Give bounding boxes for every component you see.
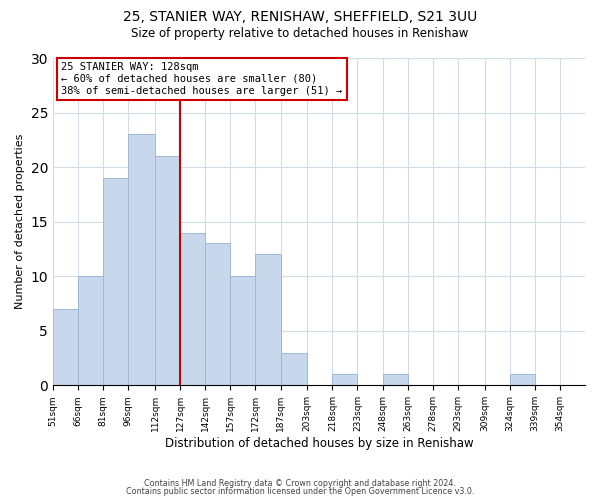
Bar [281,352,307,386]
Text: 25, STANIER WAY, RENISHAW, SHEFFIELD, S21 3UU: 25, STANIER WAY, RENISHAW, SHEFFIELD, S2… [123,10,477,24]
Bar [256,254,281,386]
Bar [78,276,103,386]
Bar [53,309,78,386]
Bar [383,374,407,386]
Bar [103,178,128,386]
Bar [332,374,358,386]
X-axis label: Distribution of detached houses by size in Renishaw: Distribution of detached houses by size … [165,437,473,450]
Text: 25 STANIER WAY: 128sqm
← 60% of detached houses are smaller (80)
38% of semi-det: 25 STANIER WAY: 128sqm ← 60% of detached… [61,62,343,96]
Bar [205,244,230,386]
Text: Size of property relative to detached houses in Renishaw: Size of property relative to detached ho… [131,28,469,40]
Bar [180,232,205,386]
Text: Contains public sector information licensed under the Open Government Licence v3: Contains public sector information licen… [126,487,474,496]
Bar [230,276,256,386]
Text: Contains HM Land Registry data © Crown copyright and database right 2024.: Contains HM Land Registry data © Crown c… [144,478,456,488]
Y-axis label: Number of detached properties: Number of detached properties [15,134,25,310]
Bar [510,374,535,386]
Bar [155,156,180,386]
Bar [128,134,155,386]
